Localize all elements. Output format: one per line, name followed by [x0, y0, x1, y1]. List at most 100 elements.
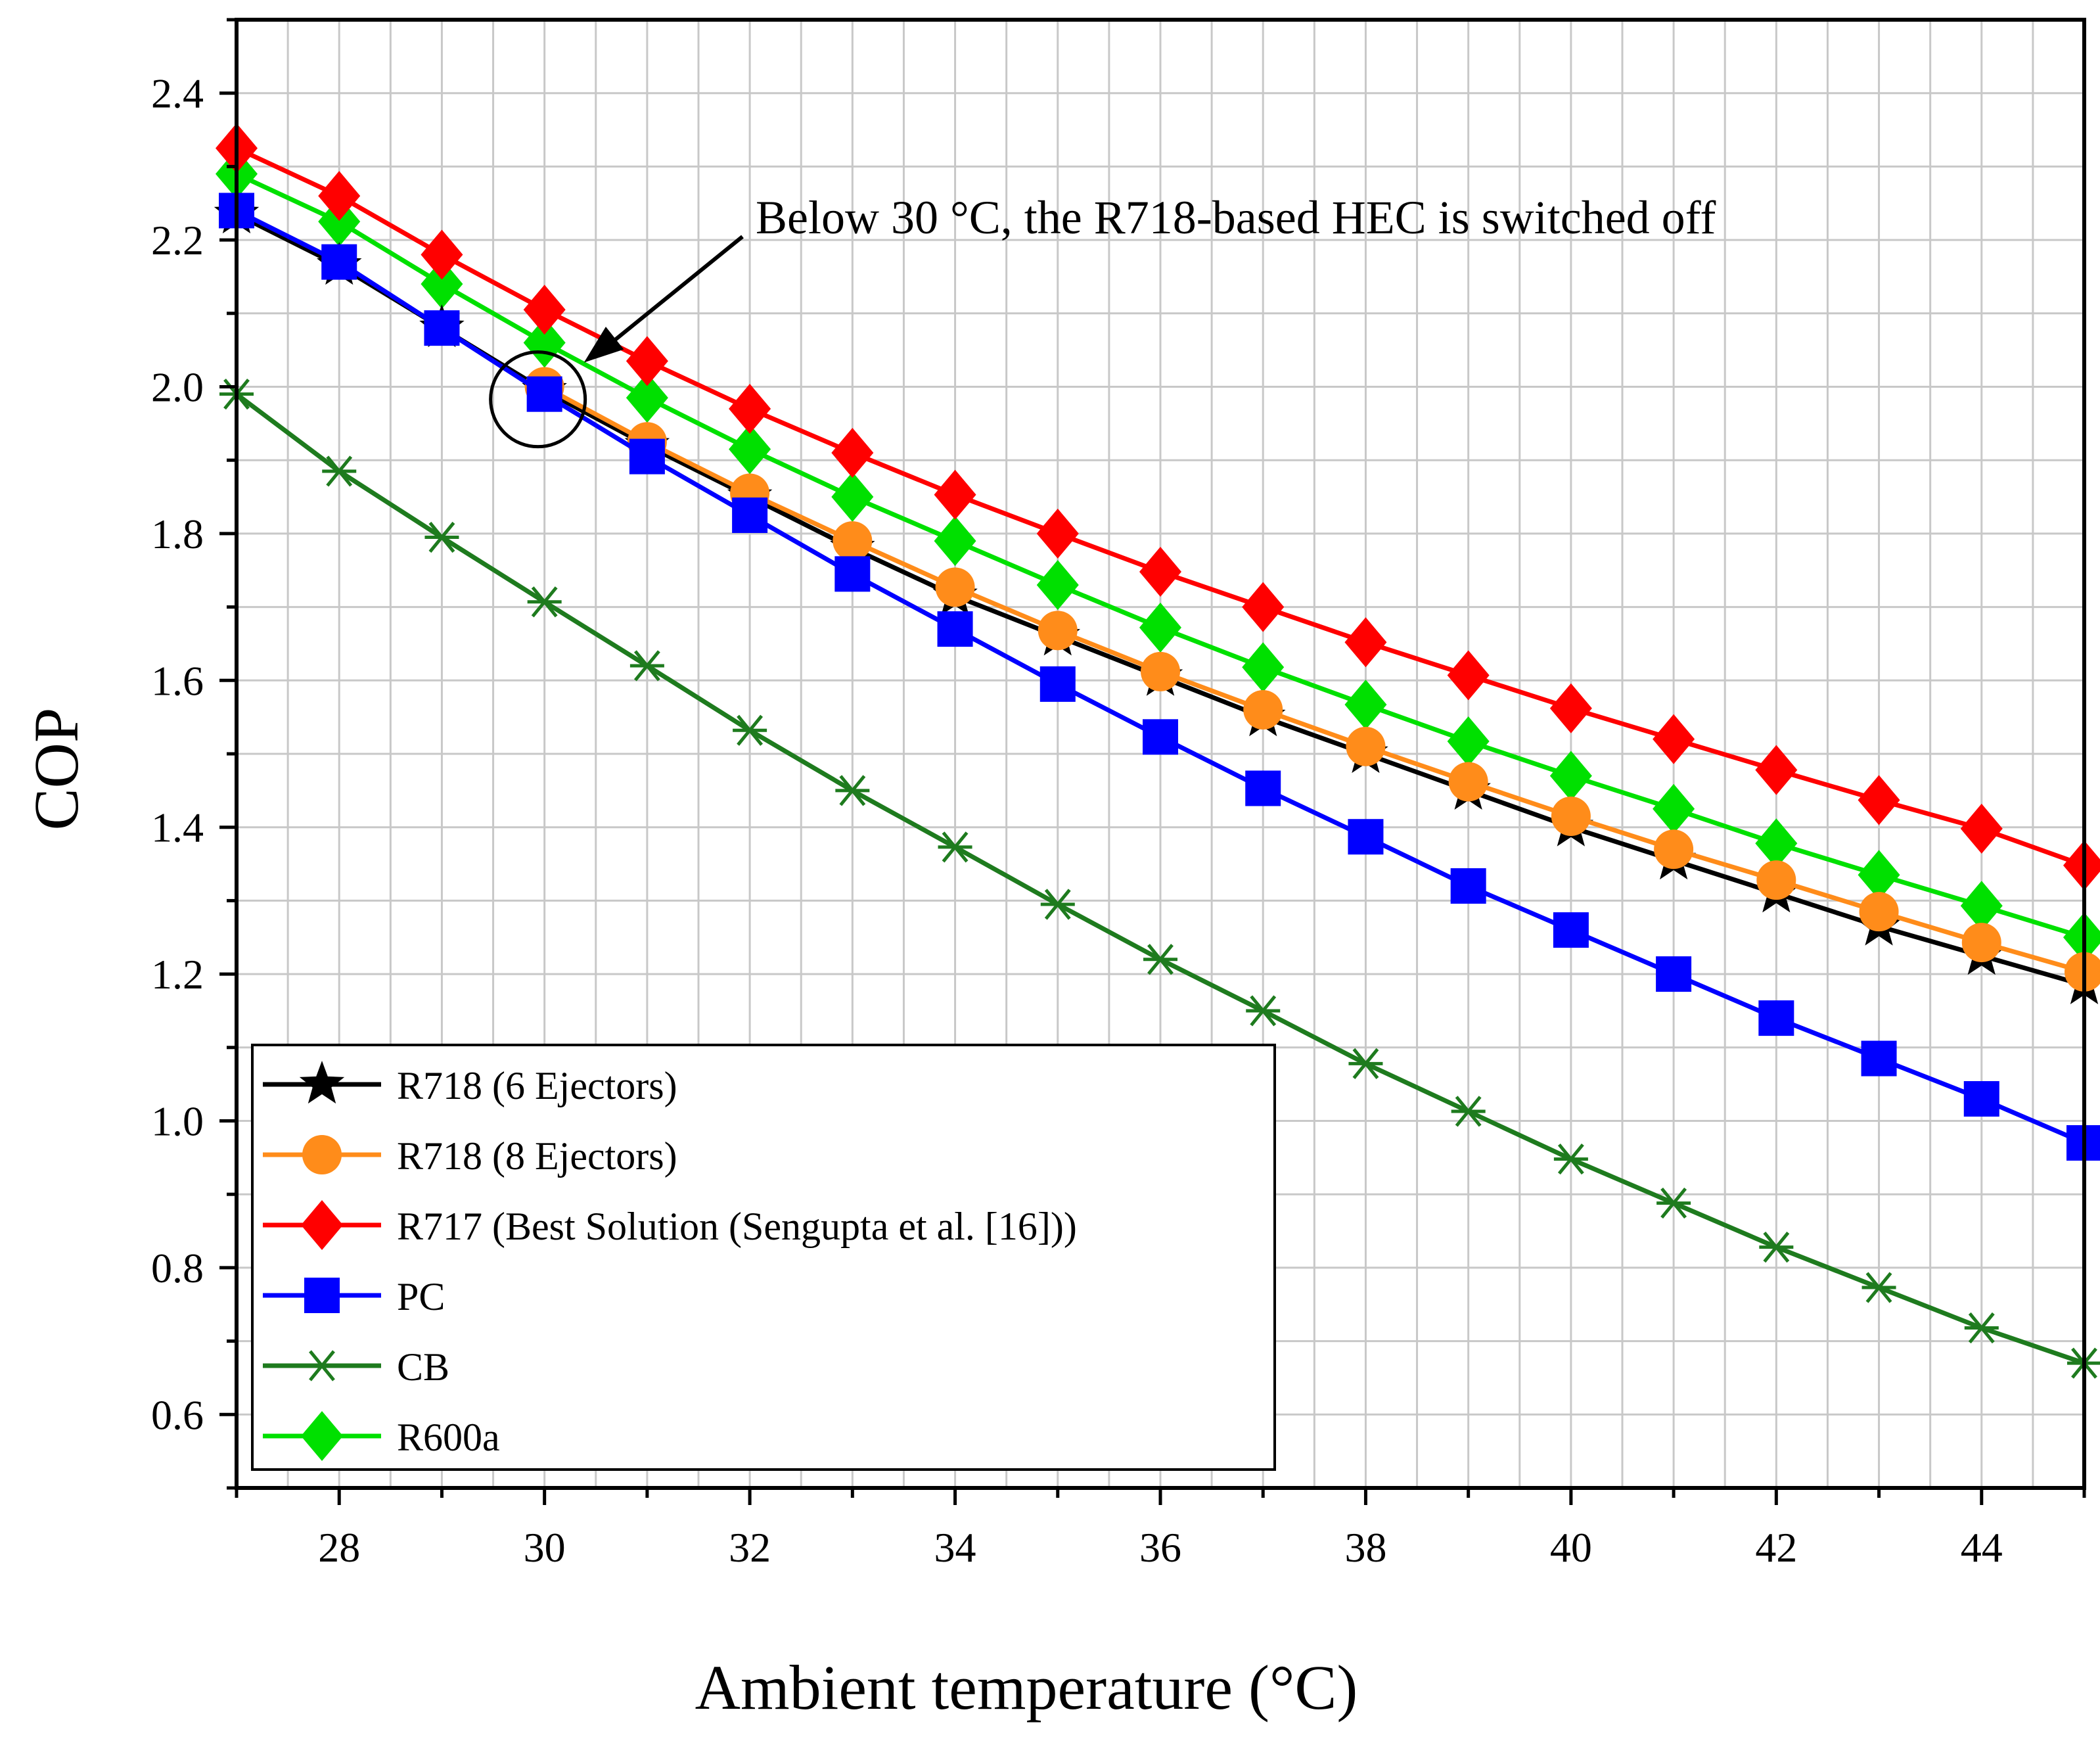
series-3 — [219, 193, 2100, 1161]
legend-box — [251, 1044, 1276, 1471]
annotation-arrowhead — [583, 327, 624, 363]
data-point — [1450, 868, 1486, 904]
data-point — [1756, 860, 1796, 900]
x-tick-label: 44 — [1961, 1524, 2003, 1571]
data-point — [1656, 956, 1692, 992]
data-point — [318, 171, 361, 221]
data-point — [424, 310, 460, 346]
data-point — [626, 336, 668, 386]
x-tick-label: 36 — [1139, 1524, 1181, 1571]
legend-item: PC — [263, 1275, 445, 1318]
data-point — [1963, 1080, 1999, 1117]
series-line — [543, 384, 2085, 975]
y-tick-label: 2.4 — [151, 70, 204, 117]
data-point — [1758, 1000, 1794, 1036]
data-point — [1858, 850, 1900, 900]
data-point — [1346, 726, 1386, 766]
legend-marker — [304, 1278, 340, 1313]
data-point — [1139, 602, 1181, 653]
data-point — [2063, 840, 2100, 891]
y-tick-label: 0.6 — [151, 1391, 204, 1438]
legend-item: R717 (Best Solution (Sengupta et al. [16… — [263, 1200, 1077, 1250]
data-point — [938, 831, 972, 863]
data-point — [1141, 651, 1180, 691]
data-point — [834, 556, 871, 592]
legend-label: R600a — [397, 1416, 500, 1459]
data-point — [322, 455, 357, 487]
y-tick-label: 1.0 — [151, 1098, 204, 1145]
data-point — [1246, 995, 1281, 1027]
legend-label: CB — [397, 1345, 449, 1389]
data-point — [1245, 770, 1281, 806]
data-point — [831, 472, 874, 522]
y-tick-label: 2.2 — [151, 217, 204, 264]
data-point — [1553, 912, 1589, 948]
series-4 — [219, 379, 2100, 1379]
legend-marker — [302, 1135, 342, 1174]
y-tick-label: 2.0 — [151, 364, 204, 411]
data-point — [1348, 819, 1384, 855]
data-point — [1143, 944, 1177, 975]
data-point — [318, 197, 361, 247]
legend-item: CB — [263, 1345, 449, 1389]
data-point — [1759, 1232, 1794, 1263]
y-tick-label: 1.4 — [151, 804, 204, 851]
legend-label: R718 (8 Ejectors) — [397, 1134, 677, 1178]
data-point — [321, 244, 357, 280]
legend-item: R600a — [263, 1411, 500, 1461]
data-point — [1451, 1096, 1486, 1127]
y-tick-label: 1.2 — [151, 951, 204, 998]
data-point — [1447, 650, 1490, 701]
data-point — [1242, 582, 1285, 632]
data-point — [629, 438, 665, 475]
x-tick-label: 30 — [524, 1524, 566, 1571]
x-tick-label: 38 — [1344, 1524, 1386, 1571]
annotation-circle — [489, 350, 587, 449]
data-point — [1344, 680, 1387, 730]
data-point — [935, 567, 975, 607]
data-point — [1348, 1048, 1383, 1079]
legend-item: R718 (6 Ejectors) — [263, 1061, 677, 1107]
series-layer — [214, 123, 2100, 1379]
data-point — [1861, 1272, 1896, 1303]
data-point — [421, 229, 463, 280]
data-point — [733, 714, 767, 746]
annotation-layer: Below 30 °C, the R718-based HEC is switc… — [489, 191, 1716, 449]
x-tick-label: 42 — [1755, 1524, 1797, 1571]
y-tick-label: 1.6 — [151, 657, 204, 704]
y-tick-label: 0.8 — [151, 1245, 204, 1291]
data-point — [1447, 716, 1490, 767]
annotation-text: Below 30 °C, the R718-based HEC is switc… — [756, 191, 1716, 244]
data-point — [1143, 719, 1178, 755]
data-point — [1964, 1312, 1999, 1344]
data-point — [729, 384, 771, 434]
legend-label: R718 (6 Ejectors) — [397, 1064, 677, 1107]
data-point — [1656, 1188, 1691, 1219]
x-tick-label: 32 — [729, 1524, 771, 1571]
legend-label: R717 (Best Solution (Sengupta et al. [16… — [397, 1205, 1077, 1248]
data-point — [1448, 762, 1488, 802]
data-point — [1654, 829, 1694, 870]
data-point — [523, 285, 566, 335]
data-point — [1960, 803, 2003, 854]
ticks: 28 30 32 34 36 38 40 42 44 0.6 0.8 1.0 1.2 1.4 1.6 1.8 2… — [151, 18, 2086, 1571]
data-point — [421, 259, 463, 310]
data-point — [1960, 881, 2003, 931]
data-point — [1039, 666, 1076, 702]
data-point — [527, 586, 562, 618]
x-tick-label: 28 — [318, 1524, 360, 1571]
data-point — [1344, 617, 1387, 668]
annotation-arrow — [597, 235, 744, 356]
data-point — [934, 516, 976, 567]
data-point — [1139, 546, 1181, 597]
legend: R718 (6 Ejectors) R718 (8 Ejectors) R717 (… — [251, 1044, 1276, 1471]
data-point — [1961, 923, 2001, 963]
data-point — [1859, 892, 1899, 932]
data-point — [831, 428, 874, 478]
x-tick-label: 40 — [1550, 1524, 1592, 1571]
data-point — [732, 497, 768, 533]
x-axis-title: Ambient temperature (°C) — [695, 1652, 1358, 1723]
data-point — [1549, 683, 1592, 733]
legend-marker — [299, 1061, 345, 1104]
